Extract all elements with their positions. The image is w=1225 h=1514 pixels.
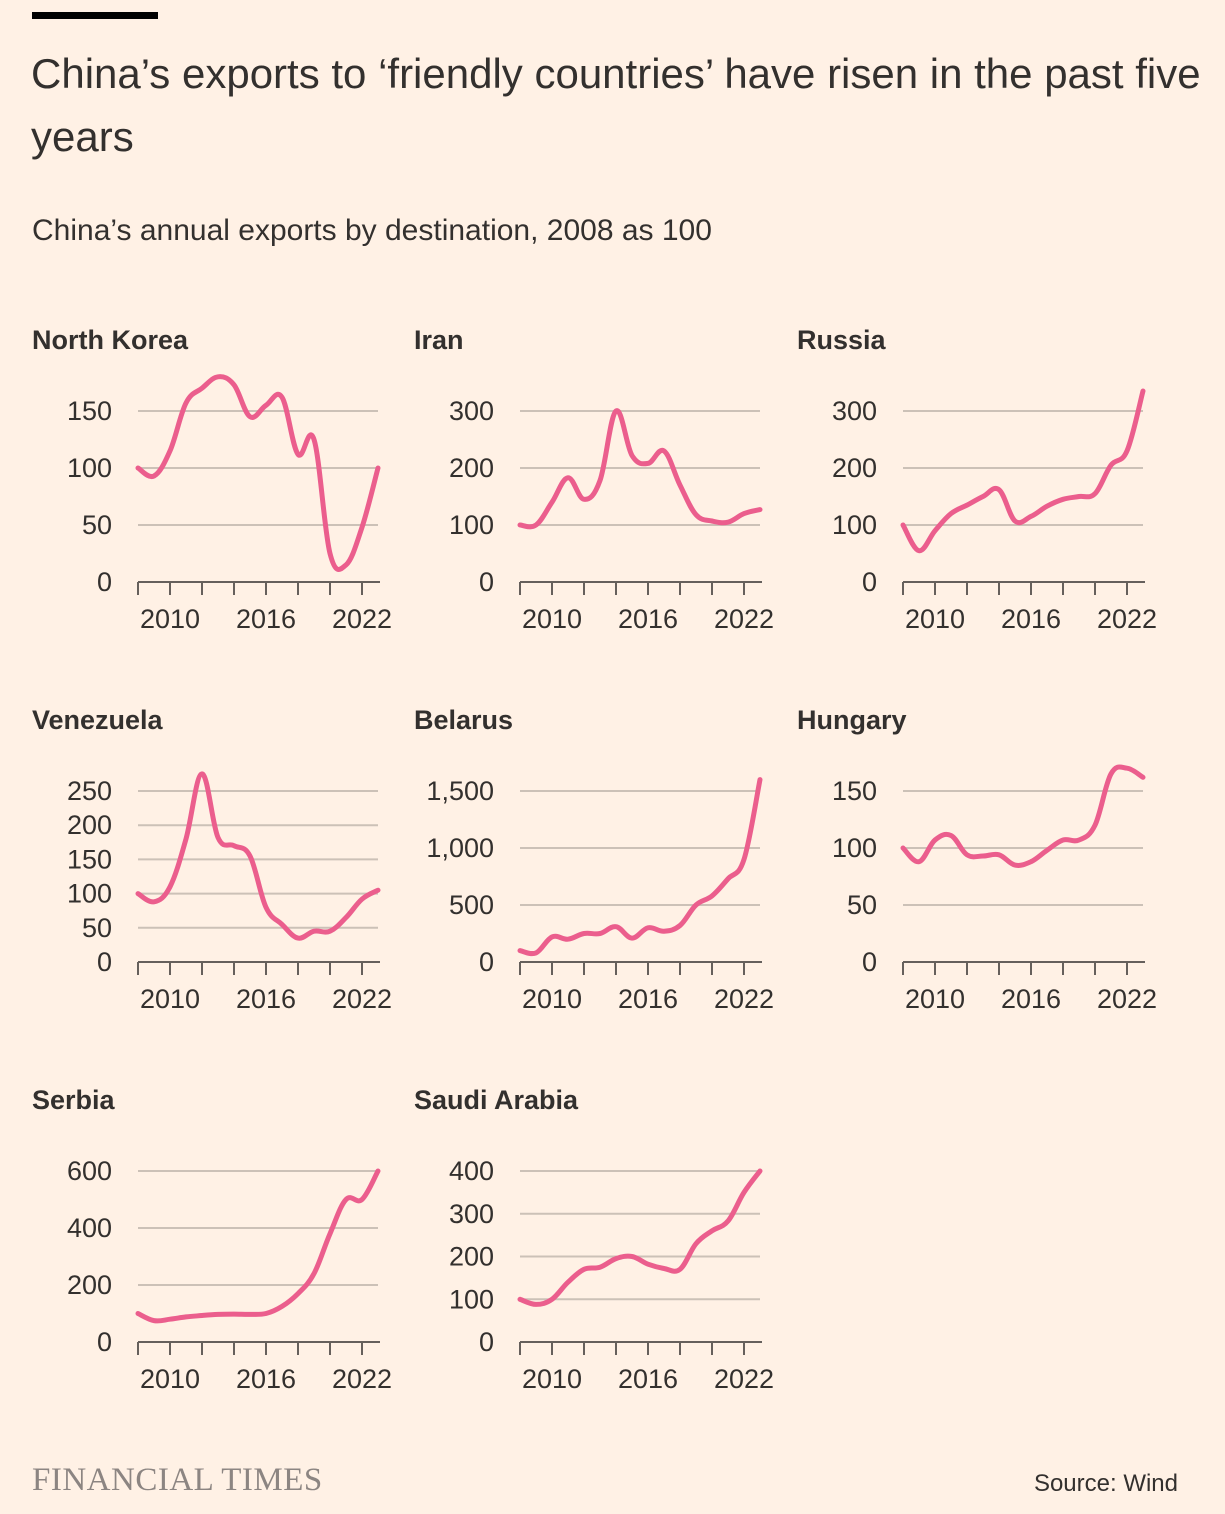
y-tick-label: 300 [832,396,877,426]
panel-russia: Russia 0 100 200 300 2010 2016 2022 [797,322,1177,652]
y-tick-label: 0 [97,567,112,597]
panel-title: Saudi Arabia [414,1085,579,1115]
x-tick-label: 2022 [714,1364,774,1394]
series-line [900,764,1146,868]
y-tick-label: 0 [479,1327,494,1357]
y-tick-label: 250 [67,776,112,806]
ft-logo: FINANCIAL TIMES [32,1462,323,1498]
panel-title: Iran [414,325,464,355]
y-tick-label: 150 [67,844,112,874]
y-tick-label: 400 [67,1213,112,1243]
series-line [135,771,381,941]
series-line [135,1168,381,1324]
x-tick-label: 2022 [1097,604,1157,634]
y-tick-label: 100 [832,510,877,540]
y-tick-label: 500 [449,890,494,920]
x-tick-label: 2016 [236,1364,296,1394]
x-tick-label: 2016 [236,604,296,634]
x-tick-label: 2016 [1001,604,1061,634]
series-line [517,1168,763,1307]
y-tick-label: 200 [832,453,877,483]
y-tick-label: 600 [67,1156,112,1186]
y-tick-label: 0 [862,947,877,977]
chart-subtitle: China’s annual exports by destination, 2… [32,214,712,247]
x-tick-label: 2010 [905,604,965,634]
panel-title: Belarus [414,705,514,735]
panel-chart: 0 200 400 600 2010 2016 2022 [67,1156,392,1394]
x-tick-label: 2010 [522,604,582,634]
y-tick-label: 50 [82,913,112,943]
y-tick-label: 0 [862,567,877,597]
x-tick-label: 2010 [140,1364,200,1394]
y-tick-label: 0 [479,567,494,597]
panel-title: Hungary [797,705,907,735]
panel-chart: 0 50 100 150 2010 2016 2022 [67,374,392,634]
x-tick-label: 2022 [714,984,774,1014]
y-tick-label: 0 [97,1327,112,1357]
x-tick-label: 2022 [714,604,774,634]
y-tick-label: 200 [67,810,112,840]
y-tick-label: 1,000 [426,833,494,863]
x-tick-label: 2016 [236,984,296,1014]
source-note: Source: Wind [1033,1470,1178,1497]
x-tick-label: 2010 [905,984,965,1014]
panel-saudi-arabia: Saudi Arabia 0 100 200 300 400 2010 2016 2022 [414,1082,794,1412]
y-tick-label: 50 [82,510,112,540]
panel-chart: 0 100 200 300 2010 2016 2022 [449,396,774,634]
y-tick-label: 300 [449,1199,494,1229]
series-line [517,408,763,530]
panel-chart: 0 50 100 150 200 250 2010 2016 2022 [67,771,392,1014]
panel-iran: Iran 0 100 200 300 2010 2016 2022 [414,322,794,652]
panel-hungary: Hungary 0 50 100 150 2010 2016 2022 [797,702,1177,1032]
x-tick-label: 2016 [618,604,678,634]
brand-bar [32,12,158,19]
panel-title: North Korea [32,325,189,355]
y-tick-label: 50 [847,890,877,920]
x-tick-label: 2022 [332,604,392,634]
panel-belarus: Belarus 0 500 1,000 1,500 2010 2016 2022 [414,702,794,1032]
panel-title: Serbia [32,1085,115,1115]
y-tick-label: 1,500 [426,776,494,806]
series-line [900,388,1146,554]
panel-venezuela: Venezuela 0 50 100 150 200 250 2010 2016 2022 [32,702,412,1032]
y-tick-label: 200 [449,453,494,483]
x-tick-label: 2010 [140,984,200,1014]
x-tick-label: 2022 [332,984,392,1014]
x-tick-label: 2016 [1001,984,1061,1014]
x-tick-label: 2016 [618,984,678,1014]
y-tick-label: 100 [67,879,112,909]
series-line [135,374,381,572]
y-tick-label: 100 [67,453,112,483]
series-line [517,777,763,957]
chart-title: China’s exports to ‘friendly countries’ … [31,50,1201,160]
x-tick-label: 2016 [618,1364,678,1394]
panel-chart: 0 100 200 300 400 2010 2016 2022 [449,1156,774,1394]
y-tick-label: 0 [97,947,112,977]
y-tick-label: 100 [832,833,877,863]
x-tick-label: 2022 [332,1364,392,1394]
panel-chart: 0 100 200 300 2010 2016 2022 [832,388,1157,634]
x-tick-label: 2010 [522,1364,582,1394]
y-tick-label: 0 [479,947,494,977]
x-tick-label: 2010 [522,984,582,1014]
panel-north-korea: North Korea 0 50 100 150 2010 2016 2022 [32,322,412,652]
y-tick-label: 150 [832,776,877,806]
panel-title: Russia [797,325,886,355]
y-tick-label: 100 [449,1284,494,1314]
panel-chart: 0 50 100 150 2010 2016 2022 [832,764,1157,1014]
y-tick-label: 400 [449,1156,494,1186]
y-tick-label: 300 [449,396,494,426]
y-tick-label: 200 [449,1242,494,1272]
y-tick-label: 100 [449,510,494,540]
y-tick-label: 150 [67,396,112,426]
y-tick-label: 200 [67,1270,112,1300]
panel-chart: 0 500 1,000 1,500 2010 2016 2022 [426,776,774,1014]
panel-serbia: Serbia 0 200 400 600 2010 2016 2022 [32,1082,412,1412]
x-tick-label: 2010 [140,604,200,634]
x-tick-label: 2022 [1097,984,1157,1014]
panel-title: Venezuela [32,705,163,735]
